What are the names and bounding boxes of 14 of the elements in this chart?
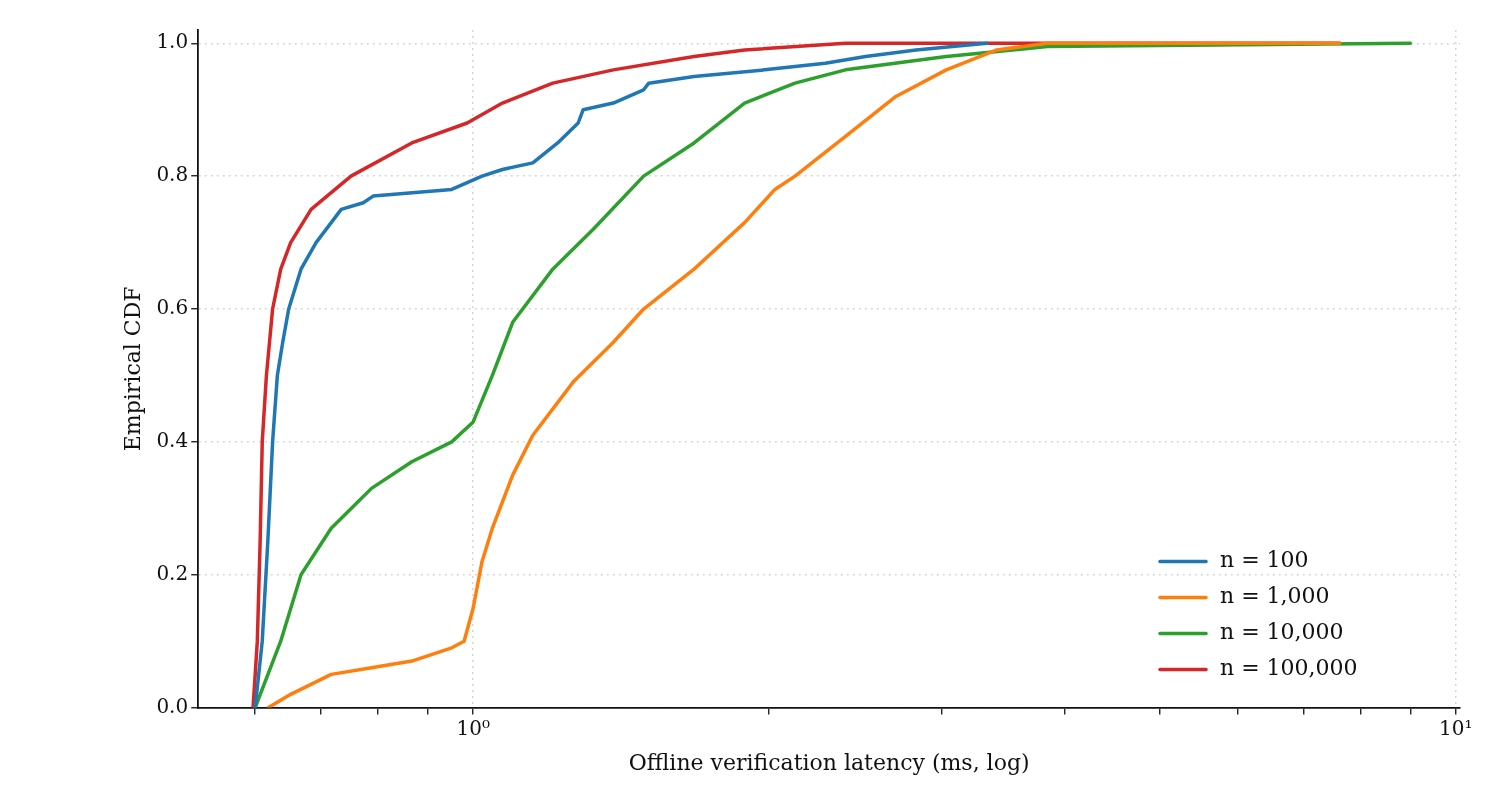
- y-axis-title: Empirical CDF: [119, 286, 145, 452]
- y-tick-label: 0.0: [156, 693, 189, 718]
- y-tick-label: 0.4: [156, 428, 189, 453]
- y-tick-label: 0.2: [156, 560, 189, 585]
- legend-label: n = 100: [1220, 547, 1309, 573]
- x-tick-label: 10¹: [1439, 715, 1473, 740]
- x-axis-title: Offline verification latency (ms, log): [628, 749, 1030, 775]
- x-tick-label: 10⁰: [456, 715, 490, 740]
- y-tick-label: 0.8: [156, 162, 189, 187]
- legend-label: n = 10,000: [1220, 619, 1344, 645]
- y-tick-label: 1.0: [156, 29, 189, 54]
- legend-label: n = 1,000: [1220, 583, 1330, 609]
- legend-label: n = 100,000: [1220, 655, 1358, 681]
- y-tick-label: 0.6: [156, 295, 189, 320]
